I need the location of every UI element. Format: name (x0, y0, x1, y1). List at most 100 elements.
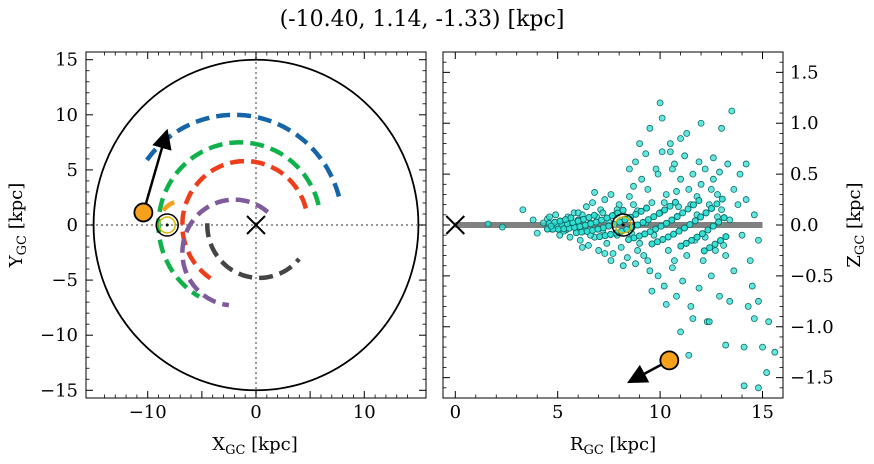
x-tick-label: 5 (552, 402, 563, 423)
scatter-point (601, 232, 609, 240)
scatter-point (673, 292, 680, 300)
scatter-point (644, 257, 652, 265)
scatter-point (632, 210, 640, 218)
scatter-point (709, 222, 717, 230)
scatter-point (666, 202, 674, 210)
scatter-point (576, 236, 584, 244)
scatter-point (697, 119, 705, 127)
scatter-point (722, 252, 730, 259)
scatter-point (658, 148, 666, 156)
scatter-point (690, 201, 697, 209)
x-tick-label: 0 (450, 402, 461, 423)
scatter-point (685, 185, 693, 193)
scatter-point (679, 277, 687, 285)
scatter-point (746, 257, 754, 265)
x-tick-label: 15 (751, 402, 774, 423)
scatter-point (599, 209, 607, 217)
scatter-point (686, 221, 694, 228)
scatter-point (636, 140, 644, 147)
x-tick-label: 0 (250, 402, 261, 423)
scatter-point (730, 267, 738, 275)
scatter-point (661, 206, 669, 214)
scatter-point (650, 213, 658, 221)
scatter-point (652, 225, 660, 233)
scatter-point (601, 196, 609, 203)
scatter-point (720, 241, 728, 249)
scatter-point (716, 168, 723, 176)
scatter-point (668, 165, 676, 173)
scatter-point (765, 318, 773, 326)
left-ylabel: YGC [kpc] (6, 183, 30, 269)
scatter-point (484, 220, 492, 228)
spiral-arm-5 (205, 223, 301, 281)
scatter-point (634, 247, 641, 254)
scatter-point (643, 204, 650, 212)
scatter-point (607, 231, 614, 238)
y-tick-label: 1.0 (790, 113, 819, 134)
scatter-point (689, 170, 697, 178)
scatter-point (763, 369, 771, 376)
y-tick-label: 1.5 (790, 62, 819, 83)
spiral-arm-3 (180, 158, 308, 282)
scatter-point (655, 209, 663, 217)
scatter-point (625, 193, 633, 200)
scatter-point (607, 191, 615, 198)
scatter-point (755, 297, 762, 305)
scatter-point (646, 267, 654, 275)
scatter-point (742, 160, 750, 168)
velocity-arrow (142, 128, 172, 213)
scatter-point (672, 198, 679, 206)
sun-dot (165, 223, 169, 227)
scatter-point (681, 224, 688, 232)
scatter-point (594, 225, 602, 233)
sun-outer-ring (611, 213, 635, 237)
scatter-point (697, 213, 705, 221)
scatter-point (724, 160, 732, 168)
scatter-point (677, 242, 685, 250)
scatter-point (662, 300, 670, 308)
x-tick-label: 10 (353, 402, 376, 423)
scatter-point (666, 140, 674, 147)
scatter-point (687, 303, 695, 310)
spiral-arm-1 (156, 140, 321, 299)
spiral-arm-4 (180, 197, 270, 308)
scatter-point (560, 225, 568, 233)
scatter-point (718, 124, 725, 132)
scatter-point (623, 254, 631, 261)
scatter-point (596, 233, 604, 241)
left-panel: −10 0 10 15 10 5 0 −5 −10 −15 XGC [kpc] YGC [kpc] (6, 50, 427, 458)
scatter-point (715, 218, 723, 226)
galactic-center-marker (445, 215, 465, 235)
scatter-point (709, 175, 717, 183)
object-marker (659, 350, 680, 371)
scatter-point (547, 222, 555, 230)
scatter-point (583, 227, 591, 235)
scatter-point (582, 203, 590, 211)
scatter-point (755, 236, 762, 244)
scatter-point (603, 239, 611, 247)
scatter-point (619, 262, 627, 270)
scatter-point (641, 230, 649, 238)
scatter-point (682, 239, 690, 247)
scatter-point (730, 185, 738, 193)
scatter-point (552, 211, 560, 219)
scatter-point (722, 233, 730, 241)
spiral-arm-2 (159, 200, 175, 215)
scatter-point (589, 226, 596, 234)
scatter-point (663, 219, 670, 227)
scatter-point (699, 230, 706, 238)
scatter-point (759, 343, 766, 351)
scatter-point (668, 216, 676, 224)
right-xlabel: RGC [kpc] (570, 434, 656, 458)
sun-outer-ring (155, 213, 179, 237)
scatter-point (709, 154, 717, 162)
scatter-point (705, 318, 713, 326)
scatter-point (574, 209, 582, 217)
scatter-point (717, 237, 724, 244)
galactic-center-marker (246, 215, 266, 235)
scatter-point (755, 384, 762, 392)
scatter-point (726, 297, 734, 305)
scatter-point (683, 252, 691, 259)
scatter-point (701, 165, 709, 173)
